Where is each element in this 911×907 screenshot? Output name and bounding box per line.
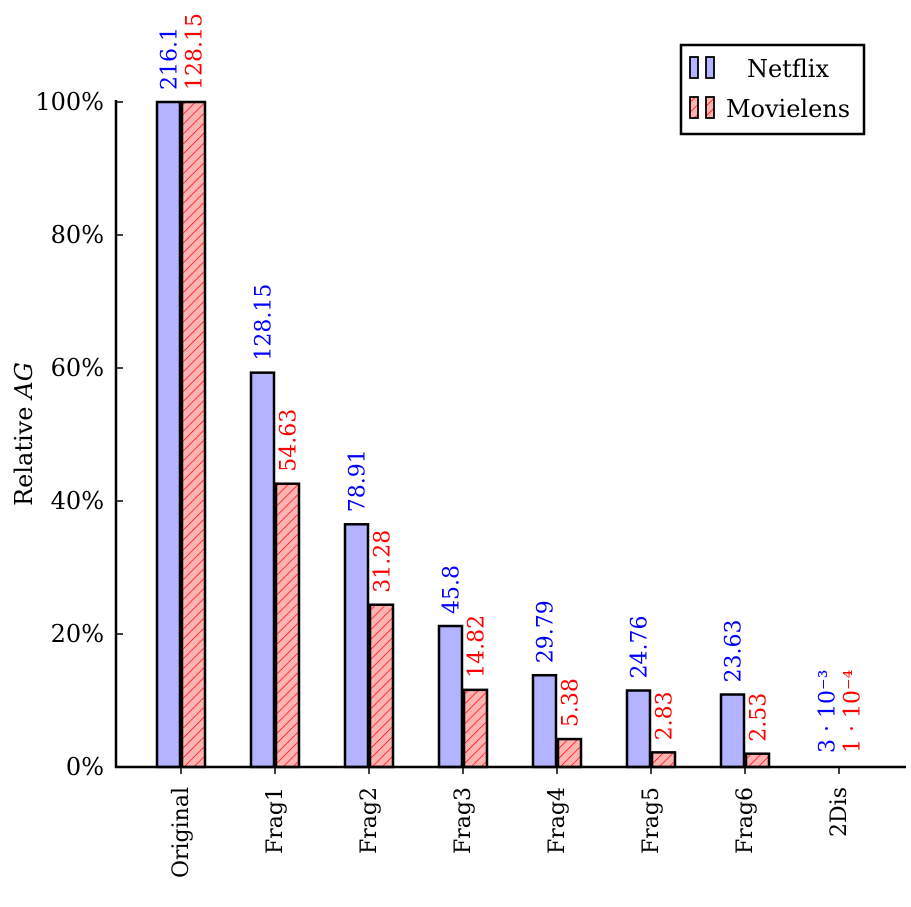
data-label-movielens: 5.38 xyxy=(559,678,584,727)
y-tick-label: 80% xyxy=(51,221,104,249)
legend: Netflix Movielens xyxy=(679,43,866,136)
y-tick-label: 20% xyxy=(51,620,104,648)
legend-swatch-netflix-b xyxy=(705,56,715,79)
data-label-netflix: 29.79 xyxy=(534,600,559,663)
data-label-movielens: 31.28 xyxy=(371,530,396,593)
bar-netflix xyxy=(249,371,276,769)
bar-netflix xyxy=(531,673,558,769)
bar-movielens xyxy=(274,482,301,769)
y-tick-label: 60% xyxy=(51,354,104,382)
bar-movielens xyxy=(744,752,771,769)
data-label-movielens: 2.83 xyxy=(653,691,678,740)
bar-movielens xyxy=(368,603,395,769)
x-tick-label: Frag4 xyxy=(545,787,570,854)
data-label-netflix: 78.91 xyxy=(346,449,371,512)
x-tick-label: Frag5 xyxy=(639,787,664,854)
bar-netflix xyxy=(343,523,370,769)
legend-label-movielens: Movielens xyxy=(726,95,850,123)
y-tick-label: 100% xyxy=(35,88,104,116)
bar-netflix xyxy=(719,693,746,769)
x-axis-labels: Original Frag1 Frag2 Frag3 Frag4 Frag5 Frag6 2D… xyxy=(169,767,852,878)
bar-netflix xyxy=(625,689,652,769)
legend-swatch-netflix-a xyxy=(689,56,699,79)
bar-netflix xyxy=(155,100,182,769)
data-label-netflix: 3 · 10⁻³ xyxy=(816,670,841,753)
bar-movielens xyxy=(462,688,489,769)
data-label-movielens: 128.15 xyxy=(183,13,208,90)
y-tick-label: 0% xyxy=(66,753,104,781)
y-axis-ticks: 0% 20% 40% 60% 80% 100% xyxy=(35,88,123,781)
x-tick-label: Frag3 xyxy=(451,787,476,854)
y-tick-label: 40% xyxy=(51,487,104,515)
data-label-netflix: 128.15 xyxy=(252,284,277,361)
x-tick-label: Original xyxy=(169,787,194,878)
data-label-netflix: 24.76 xyxy=(628,616,653,679)
x-tick-label: Frag2 xyxy=(357,787,382,854)
bar-movielens xyxy=(650,751,677,769)
y-axis-title-variable: AG xyxy=(10,362,38,401)
x-tick-label: Frag6 xyxy=(733,787,758,854)
data-label-netflix: 216.1 xyxy=(158,27,183,90)
data-label-movielens: 14.82 xyxy=(465,615,490,678)
legend-label-netflix: Netflix xyxy=(747,55,830,83)
legend-swatch-movielens-b xyxy=(705,96,715,119)
data-label-movielens: 2.53 xyxy=(747,693,772,742)
bar-movielens xyxy=(180,100,207,769)
bar-netflix xyxy=(437,624,464,769)
y-axis-title: Relative AG xyxy=(10,362,38,506)
y-axis-title-prefix: Relative xyxy=(10,407,38,506)
data-label-movielens: 54.63 xyxy=(277,409,302,472)
data-label-movielens: 1 · 10⁻⁴ xyxy=(841,669,866,753)
x-tick-label: Frag1 xyxy=(263,787,288,854)
legend-swatch-movielens-a xyxy=(689,96,699,119)
x-tick-label: 2Dis xyxy=(827,787,852,837)
bar-movielens xyxy=(556,737,583,769)
data-label-netflix: 45.8 xyxy=(440,565,465,614)
data-label-netflix: 23.63 xyxy=(722,620,747,683)
bars xyxy=(155,100,771,769)
